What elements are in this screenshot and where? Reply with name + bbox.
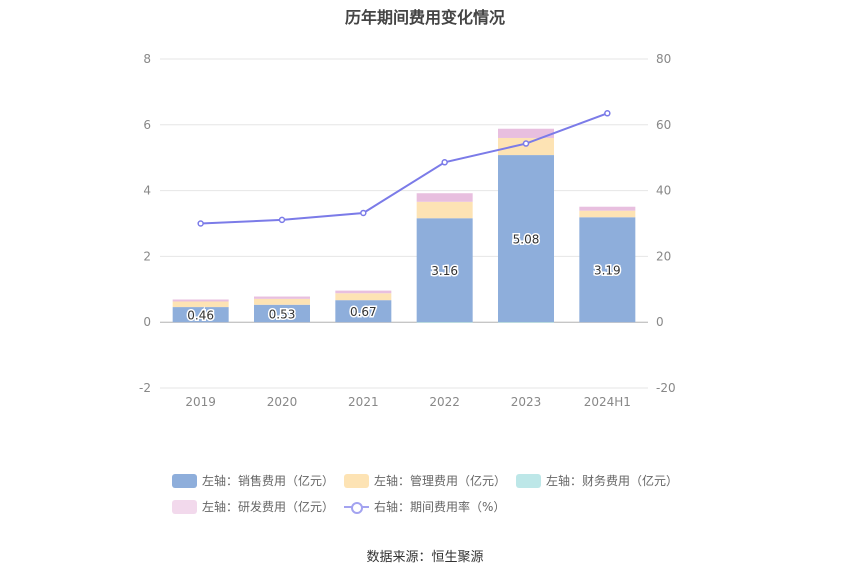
bar-finance xyxy=(498,322,554,323)
left-axis-tick-label: 2 xyxy=(143,249,151,263)
point-expense-ratio xyxy=(522,140,530,147)
legend-item-sales[interactable]: 左轴：销售费用（亿元） xyxy=(172,472,334,489)
data-source: 数据来源：恒生聚源 xyxy=(366,550,484,565)
x-axis-tick-label: 2021 xyxy=(348,395,379,409)
point-expense-ratio xyxy=(197,220,204,227)
bar-sales xyxy=(416,218,473,323)
legend-item-rnd[interactable]: 左轴：研发费用（亿元） xyxy=(172,498,334,515)
bar-sales xyxy=(254,304,310,323)
legend-swatch-finance xyxy=(516,473,541,488)
left-axis-tick-label: 6 xyxy=(143,118,151,132)
legend-swatch-rnd xyxy=(172,499,197,514)
data-label-sales: 3.19 xyxy=(594,264,621,278)
right-axis-tick-label: 40 xyxy=(656,184,671,198)
bar-rnd xyxy=(416,193,473,202)
legend-label-sales: 左轴：销售费用（亿元） xyxy=(202,474,335,488)
left-axis-tick-label: -2 xyxy=(139,381,151,395)
legend-label-admin: 左轴：管理费用（亿元） xyxy=(374,474,507,488)
point-expense-ratio xyxy=(604,110,611,117)
bar-admin xyxy=(579,210,636,218)
data-label-sales: 0.46 xyxy=(187,309,214,323)
legend-label-finance: 左轴：财务费用（亿元） xyxy=(546,474,679,488)
data-label-sales: 0.53 xyxy=(269,307,296,321)
data-label-sales: 0.67 xyxy=(350,305,377,319)
bar-rnd xyxy=(498,128,554,138)
right-axis-tick-label: 80 xyxy=(656,52,671,66)
x-axis-tick-label: 2020 xyxy=(267,395,298,409)
bar-rnd xyxy=(254,296,310,299)
bar-rnd xyxy=(335,290,392,294)
x-axis-tick-label: 2019 xyxy=(185,395,216,409)
left-axis-tick-label: 0 xyxy=(143,315,151,329)
bar-rnd xyxy=(172,299,229,302)
x-axis-tick-label: 2024H1 xyxy=(584,395,631,409)
legend-swatch-expense-ratio xyxy=(344,500,369,514)
bar-admin xyxy=(335,293,392,301)
data-label-sales: 3.16 xyxy=(431,264,458,278)
right-axis-tick-label: 60 xyxy=(656,118,671,132)
data-label-sales: 5.08 xyxy=(513,233,540,247)
legend-swatch-sales xyxy=(172,473,197,488)
point-expense-ratio xyxy=(278,216,286,224)
point-expense-ratio xyxy=(360,209,367,217)
bar-sales xyxy=(335,300,392,323)
x-axis-tick-label: 2022 xyxy=(429,395,460,409)
bar-admin xyxy=(172,301,229,308)
legend-label-expense-ratio: 右轴：期间费用率（%） xyxy=(374,500,506,514)
right-axis-tick-label: 0 xyxy=(656,315,664,329)
point-expense-ratio xyxy=(441,159,448,166)
bar-admin xyxy=(254,298,310,305)
bar-sales xyxy=(498,155,554,323)
bar-sales xyxy=(579,217,636,323)
line-expense-ratio xyxy=(200,112,608,225)
legend-label-rnd: 左轴：研发费用（亿元） xyxy=(202,500,335,514)
legend-item-admin[interactable]: 左轴：管理费用（亿元） xyxy=(344,472,506,489)
x-axis-tick-label: 2023 xyxy=(511,395,542,409)
bar-finance xyxy=(416,322,473,323)
legend-item-expense-ratio[interactable]: 右轴：期间费用率（%） xyxy=(344,498,505,515)
right-axis-tick-label: -20 xyxy=(656,381,676,395)
bar-rnd xyxy=(579,206,636,211)
bar-admin xyxy=(416,201,473,219)
left-axis-tick-label: 4 xyxy=(143,184,151,198)
legend-swatch-admin xyxy=(344,473,369,488)
chart-title: 历年期间费用变化情况 xyxy=(344,8,505,27)
bar-sales xyxy=(172,307,229,323)
left-axis-tick-label: 8 xyxy=(143,52,151,66)
right-axis-tick-label: 20 xyxy=(656,249,671,263)
legend-item-finance[interactable]: 左轴：财务费用（亿元） xyxy=(516,472,678,489)
